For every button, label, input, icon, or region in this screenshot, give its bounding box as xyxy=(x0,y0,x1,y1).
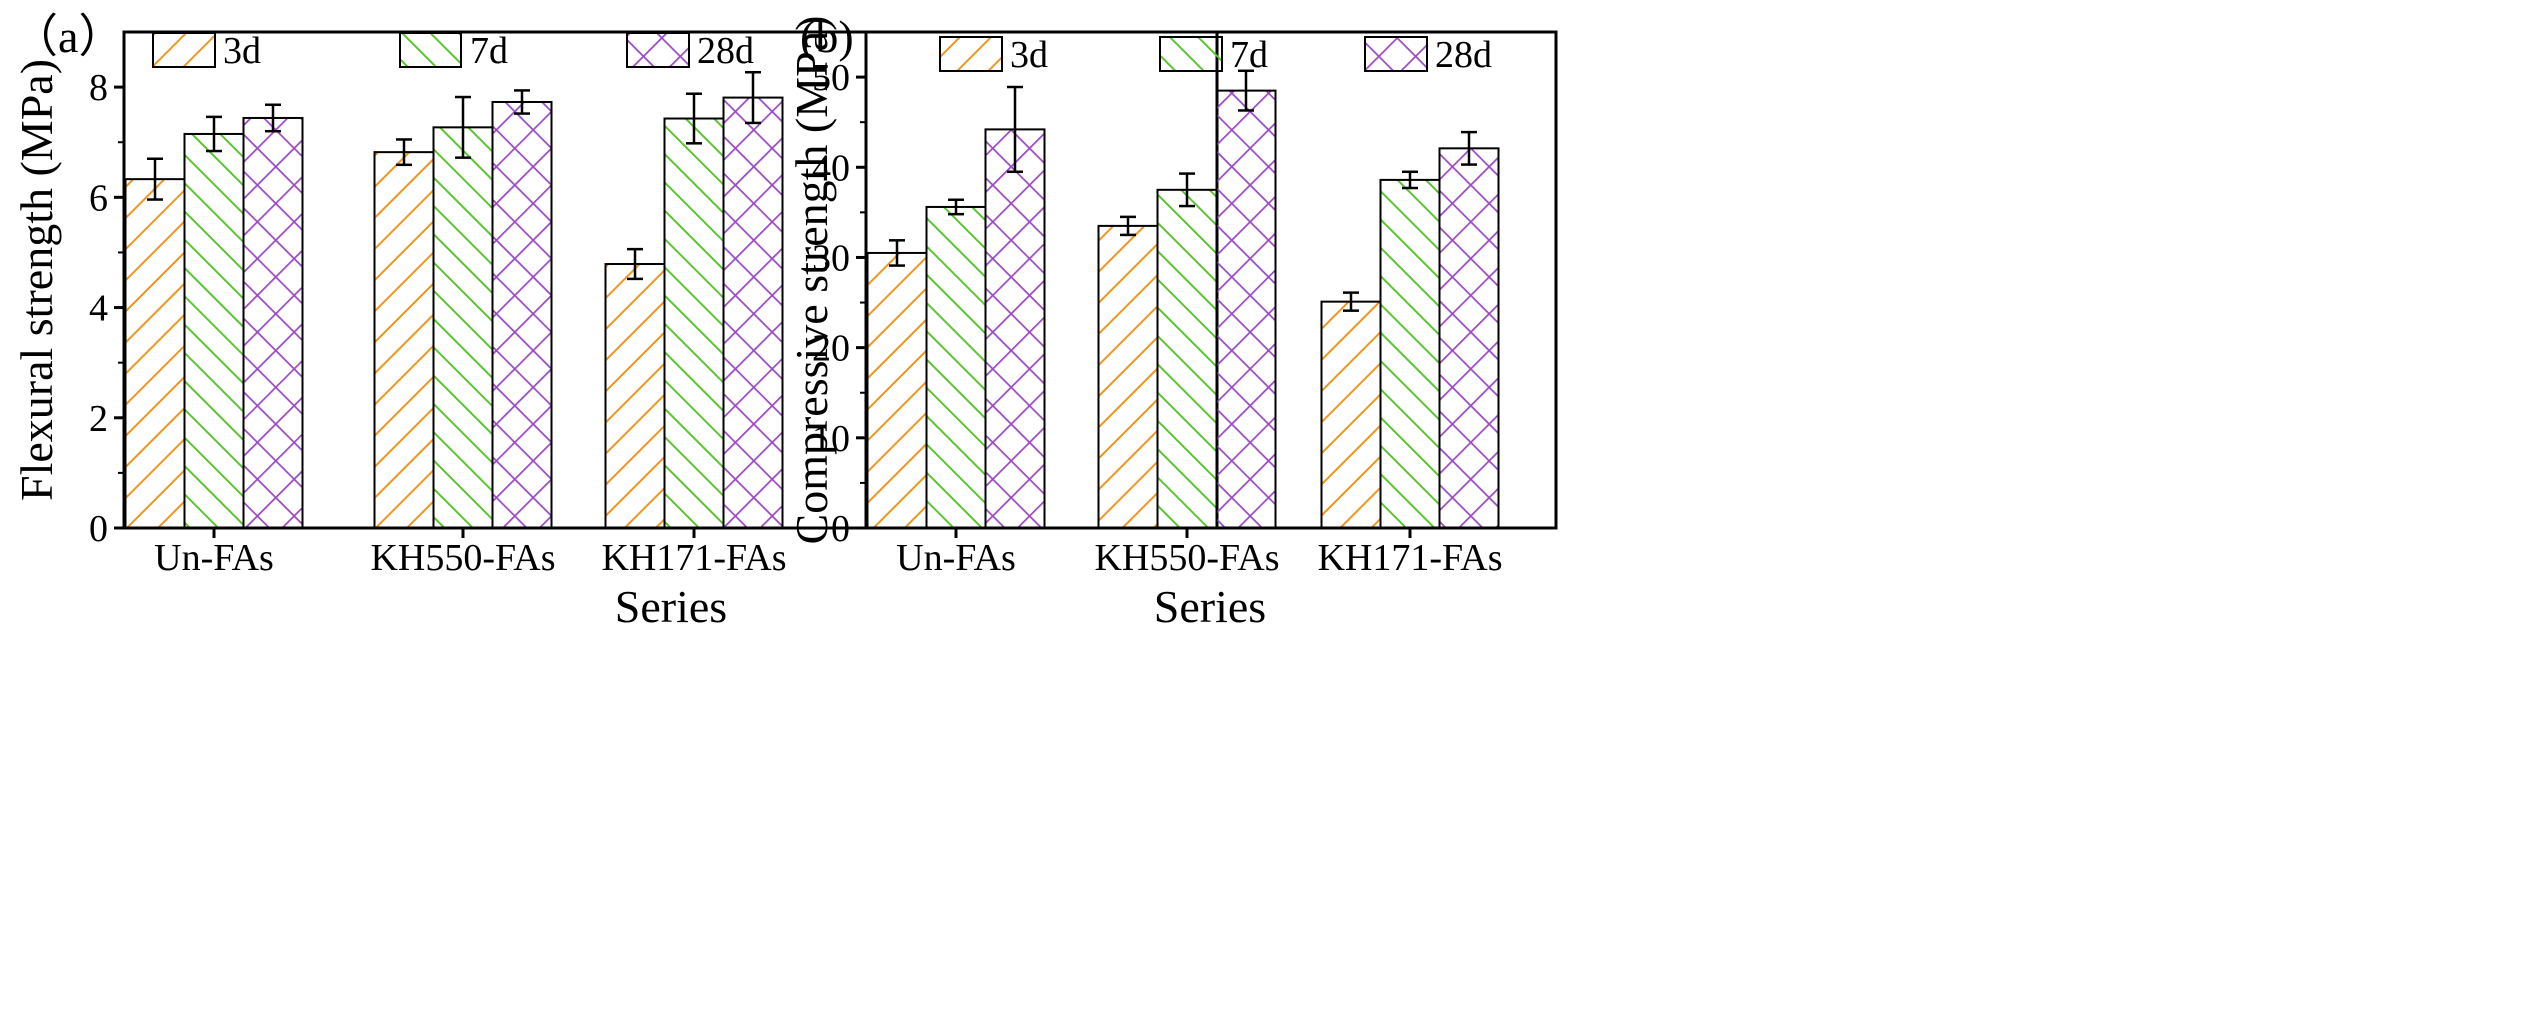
chart-a-x-tick-label-KH550-FAs: KH550-FAs xyxy=(370,537,555,579)
chart-a-error-bars xyxy=(147,70,761,281)
chart-b-legend: 3d 7d 28d xyxy=(939,34,1492,76)
chart-b-error-bar-7d-Un-FAs xyxy=(948,198,964,216)
chart-a-y-tick-label-4: 4 xyxy=(89,288,108,330)
chart-a-y-axis-title: Flexural strength (MPa) xyxy=(11,59,62,501)
chart-a-error-bar-3d-KH171-FAs xyxy=(627,247,643,281)
chart-a-error-bar-7d-Un-FAs xyxy=(206,115,222,153)
chart-b-x-tick-label-KH550-FAs: KH550-FAs xyxy=(1094,537,1279,579)
chart-b-error-bar-28d-KH550-FAs xyxy=(1238,69,1254,112)
chart-a-bar-28d-KH550-FAs xyxy=(491,100,553,529)
chart-a-legend-item-28d: 28d xyxy=(626,30,754,72)
chart-b-bar-28d-KH550-FAs xyxy=(1215,89,1277,529)
chart-b-error-bar-7d-KH171-FAs xyxy=(1402,170,1418,190)
chart-a-legend: 3d 7d 28d xyxy=(152,30,754,72)
chart-b-error-bar-3d-KH171-FAs xyxy=(1343,291,1359,312)
chart-a-error-bar-7d-KH171-FAs xyxy=(686,92,702,145)
chart-a-error-bar-7d-KH550-FAs xyxy=(455,95,471,159)
chart-b-bar-7d-KH550-FAs xyxy=(1156,188,1218,529)
chart-a-x-axis-title: Series xyxy=(615,581,727,632)
chart-b-y-axis-title: Compressive strength (MPa) xyxy=(786,16,837,545)
chart-b-y-tick-label-50: 50 xyxy=(812,57,850,99)
chart-a-y-tick-label-6: 6 xyxy=(89,177,108,219)
chart-b-bar-3d-KH171-FAs xyxy=(1320,300,1382,530)
chart-a-bar-28d-Un-FAs xyxy=(242,116,304,530)
chart-b-bars xyxy=(866,89,1500,530)
chart-b-legend-item-28d: 28d xyxy=(1364,34,1492,76)
chart-b: 0 10 20 30 40 50 Un-FAs KH550-FAs KH171-FAs 3d 7… xyxy=(786,11,1558,632)
chart-a-bar-3d-KH171-FAs xyxy=(604,263,666,529)
chart-a-legend-swatch-28d xyxy=(626,32,690,68)
chart-b-legend-label-28d: 28d xyxy=(1435,34,1492,76)
chart-a-error-bar-28d-Un-FAs xyxy=(265,103,281,133)
chart-a-bar-3d-Un-FAs xyxy=(124,178,186,529)
chart-a-error-bar-3d-Un-FAs xyxy=(147,157,163,201)
chart-b-bar-7d-Un-FAs xyxy=(925,205,987,529)
chart-b-y-tick-label-0: 0 xyxy=(831,508,850,550)
chart-b-bar-28d-KH171-FAs xyxy=(1438,147,1500,530)
chart-b-legend-swatch-28d xyxy=(1364,36,1428,72)
chart-b-legend-swatch-7d xyxy=(1159,36,1223,72)
chart-a-legend-swatch-7d xyxy=(399,32,462,68)
chart-a-error-bar-28d-KH171-FAs xyxy=(745,70,761,125)
chart-a-x-ticks: Un-FAs KH550-FAs KH171-FAs xyxy=(154,528,787,579)
chart-b-x-tick-label-Un-FAs: Un-FAs xyxy=(896,537,1016,579)
chart-b-x-axis-title: Series xyxy=(1154,581,1266,632)
chart-a-error-bar-3d-KH550-FAs xyxy=(396,138,412,167)
chart-a-bars xyxy=(124,96,784,530)
chart-a-bar-7d-KH550-FAs xyxy=(432,126,494,529)
chart-a-legend-label-7d: 7d xyxy=(470,30,508,72)
chart-b-y-tick-label-40: 40 xyxy=(812,147,850,189)
chart-b-x-ticks: Un-FAs KH550-FAs KH171-FAs xyxy=(896,528,1503,579)
chart-b-x-tick-label-KH171-FAs: KH171-FAs xyxy=(1317,537,1502,579)
chart-b-error-bar-7d-KH550-FAs xyxy=(1179,172,1195,208)
chart-b-bar-3d-Un-FAs xyxy=(866,251,928,529)
chart-b-error-bar-28d-KH171-FAs xyxy=(1461,130,1477,166)
chart-a-x-tick-label-Un-FAs: Un-FAs xyxy=(154,537,274,579)
chart-a-y-tick-label-2: 2 xyxy=(89,398,108,440)
chart-b-panel-label: (b) xyxy=(800,11,854,62)
chart-b-error-bars xyxy=(889,69,1477,312)
chart-a-y-tick-label-8: 8 xyxy=(89,67,108,109)
chart-a-bar-28d-KH171-FAs xyxy=(722,96,784,530)
chart-a: 0 2 4 6 8 Un-FAs KH550-FAs KH171-FAs 3d 7d 28d （… xyxy=(11,11,1219,632)
chart-b-y-tick-label-10: 10 xyxy=(812,418,850,460)
chart-a-bar-7d-KH171-FAs xyxy=(663,117,725,529)
chart-a-legend-swatch-3d xyxy=(152,32,216,68)
chart-a-error-bar-28d-KH550-FAs xyxy=(514,89,530,115)
chart-b-error-bar-28d-Un-FAs xyxy=(1007,85,1023,174)
chart-a-x-tick-label-KH171-FAs: KH171-FAs xyxy=(601,537,786,579)
chart-b-y-tick-label-30: 30 xyxy=(812,237,850,279)
chart-b-bar-3d-KH550-FAs xyxy=(1097,224,1159,530)
chart-b-bar-28d-Un-FAs xyxy=(984,128,1046,529)
chart-a-legend-label-3d: 3d xyxy=(223,30,261,72)
chart-a-legend-item-7d: 7d xyxy=(399,30,508,72)
chart-b-legend-label-3d: 3d xyxy=(1010,34,1048,76)
chart-a-bar-7d-Un-FAs xyxy=(183,132,245,529)
chart-b-legend-label-7d: 7d xyxy=(1230,34,1268,76)
chart-b-error-bar-3d-KH550-FAs xyxy=(1120,215,1136,237)
chart-b-y-tick-label-20: 20 xyxy=(812,328,850,370)
chart-a-legend-label-28d: 28d xyxy=(697,30,754,72)
chart-a-panel-label: （a） xyxy=(12,11,124,62)
chart-b-plot-frame xyxy=(864,30,1558,530)
chart-a-y-ticks: 0 2 4 6 8 xyxy=(89,67,124,550)
chart-b-bar-7d-KH171-FAs xyxy=(1379,178,1441,529)
chart-b-error-bar-3d-Un-FAs xyxy=(889,239,905,267)
chart-b-legend-swatch-3d xyxy=(939,36,1003,72)
chart-a-legend-item-3d: 3d xyxy=(152,30,261,72)
chart-a-bar-3d-KH550-FAs xyxy=(373,151,435,530)
chart-b-legend-item-3d: 3d xyxy=(939,34,1048,76)
chart-b-legend-item-7d: 7d xyxy=(1159,34,1268,76)
chart-b-y-ticks: 0 10 20 30 40 50 xyxy=(812,57,866,550)
chart-a-y-tick-label-0: 0 xyxy=(89,508,108,550)
